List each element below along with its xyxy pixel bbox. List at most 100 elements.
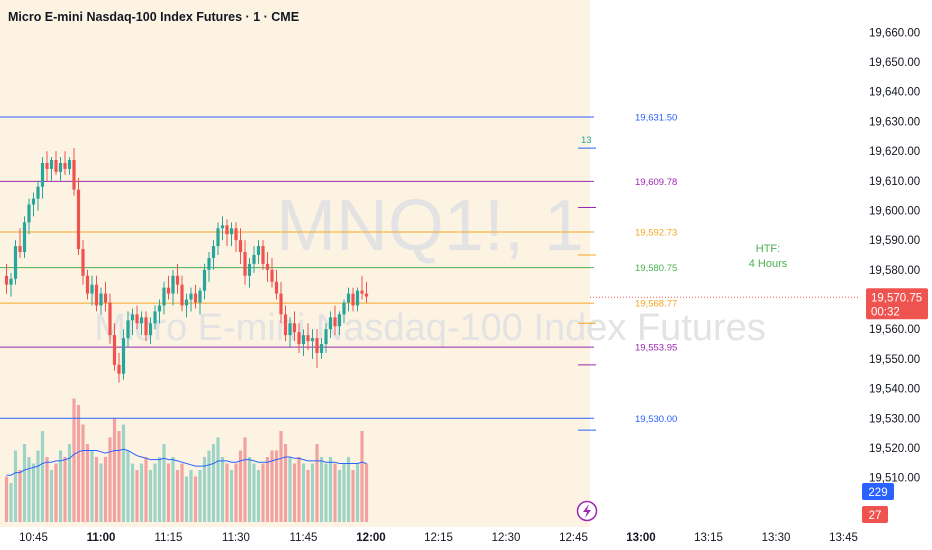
htf-label-line2: 4 Hours <box>749 258 788 270</box>
candle-body <box>45 162 49 169</box>
volume-bar <box>193 476 198 522</box>
candle-body <box>346 293 351 303</box>
candle-body <box>202 269 207 291</box>
secondary-badge-bg <box>862 506 888 523</box>
volume-bar <box>319 457 324 522</box>
volume-bar <box>13 450 18 522</box>
volume-bar <box>126 450 130 522</box>
candle-body <box>85 275 90 294</box>
volume-bar <box>324 463 328 522</box>
candle-body <box>153 311 157 324</box>
volume-bar <box>54 463 58 522</box>
watermark: MNQ1!, 1 Micro E-mini Nasdaq-100 Index F… <box>94 186 766 349</box>
right-ticks-layer: 13 <box>578 135 596 431</box>
volume-bar <box>301 463 306 522</box>
price-tick-label: 19,600.00 <box>869 205 920 217</box>
price-tick-label: 19,630.00 <box>869 116 920 128</box>
volume-ma-line <box>6 448 367 476</box>
candle-body <box>72 160 76 190</box>
candle-body <box>135 314 139 324</box>
time-tick-label: 13:15 <box>694 532 723 544</box>
candle-body <box>108 302 112 336</box>
candle-body <box>261 246 265 264</box>
time-tick-label: 12:00 <box>356 532 385 544</box>
volume-bar <box>360 431 364 522</box>
candle-body <box>243 252 247 276</box>
candle-body <box>193 293 198 303</box>
chart-title: Micro E-mini Nasdaq-100 Index Futures · … <box>8 10 299 24</box>
volume-bar <box>166 463 171 522</box>
volume-bar <box>49 470 54 522</box>
candle-body <box>184 299 189 306</box>
candle-body <box>112 335 117 365</box>
candle-body <box>319 344 324 353</box>
candle-body <box>337 314 342 327</box>
candle-body <box>306 335 310 342</box>
candle-body <box>247 263 252 276</box>
time-tick-label: 12:30 <box>492 532 521 544</box>
bar-countdown: 00:32 <box>871 306 900 318</box>
candle-body <box>22 222 27 253</box>
volume-bar <box>261 463 265 522</box>
volume-bar <box>135 470 139 522</box>
candle-body <box>355 290 360 306</box>
volume-bar <box>243 437 247 522</box>
candle-body <box>301 335 306 345</box>
candle-body <box>225 225 229 235</box>
volume-bar <box>76 405 81 522</box>
volume-bar <box>81 424 85 522</box>
candle-body <box>40 162 45 187</box>
candle-body <box>94 284 99 306</box>
price-axis[interactable]: 19,660.00 19,650.00 19,640.00 19,630.00 19,6… <box>869 27 920 484</box>
price-tick-label: 19,640.00 <box>869 87 920 99</box>
price-tick-label: 19,650.00 <box>869 57 920 69</box>
candle-body <box>9 278 13 285</box>
volume-bar <box>18 470 22 522</box>
volume-bar <box>58 450 63 522</box>
volume-bar <box>108 437 112 522</box>
candle-body <box>211 246 216 258</box>
candle-body <box>90 284 94 294</box>
current-price-badge: 19,570.75 00:32 <box>866 288 928 320</box>
volume-bar <box>351 470 355 522</box>
candle-body <box>162 287 166 306</box>
time-axis[interactable]: 10:45 11:00 11:15 11:30 11:45 12:00 12:15 12:30… <box>19 532 858 544</box>
volume-bar <box>234 463 238 522</box>
price-tick-label: 19,580.00 <box>869 265 920 277</box>
candle-body <box>229 228 234 235</box>
volume-bar <box>229 470 234 522</box>
volume-bar <box>67 444 72 522</box>
lightning-bolt-icon[interactable] <box>576 500 598 522</box>
level-label: 19,609.78 <box>635 177 677 188</box>
candle-body <box>148 323 153 336</box>
volume-layer <box>4 398 369 522</box>
candle-body <box>265 263 270 270</box>
volume-bar <box>22 444 27 522</box>
volume-bar <box>130 463 135 522</box>
levels-layer: 19,631.50 19,609.78 19,592.73 19,580.75 19,5… <box>0 112 858 425</box>
candle-body <box>157 305 162 312</box>
candle-body <box>139 317 144 324</box>
volume-bar <box>175 470 180 522</box>
volume-bar <box>355 463 360 522</box>
volume-badge: 229 <box>862 483 894 500</box>
volume-bar <box>94 457 99 522</box>
htf-label-line1: HTF: <box>756 243 780 255</box>
candle-body <box>292 323 297 333</box>
time-tick-label: 13:45 <box>829 532 858 544</box>
candle-body <box>175 275 180 285</box>
volume-bar <box>139 463 144 522</box>
volume-bar <box>157 457 162 522</box>
candle-body <box>144 317 148 336</box>
time-tick-label: 10:45 <box>19 532 48 544</box>
time-tick-label: 13:00 <box>626 532 655 544</box>
volume-bar <box>315 444 319 522</box>
current-price-value: 19,570.75 <box>871 292 922 304</box>
candle-body <box>342 302 346 315</box>
candle-body <box>189 293 193 300</box>
volume-badge-value: 229 <box>868 487 887 499</box>
volume-bar <box>40 431 45 522</box>
volume-bar <box>306 470 310 522</box>
